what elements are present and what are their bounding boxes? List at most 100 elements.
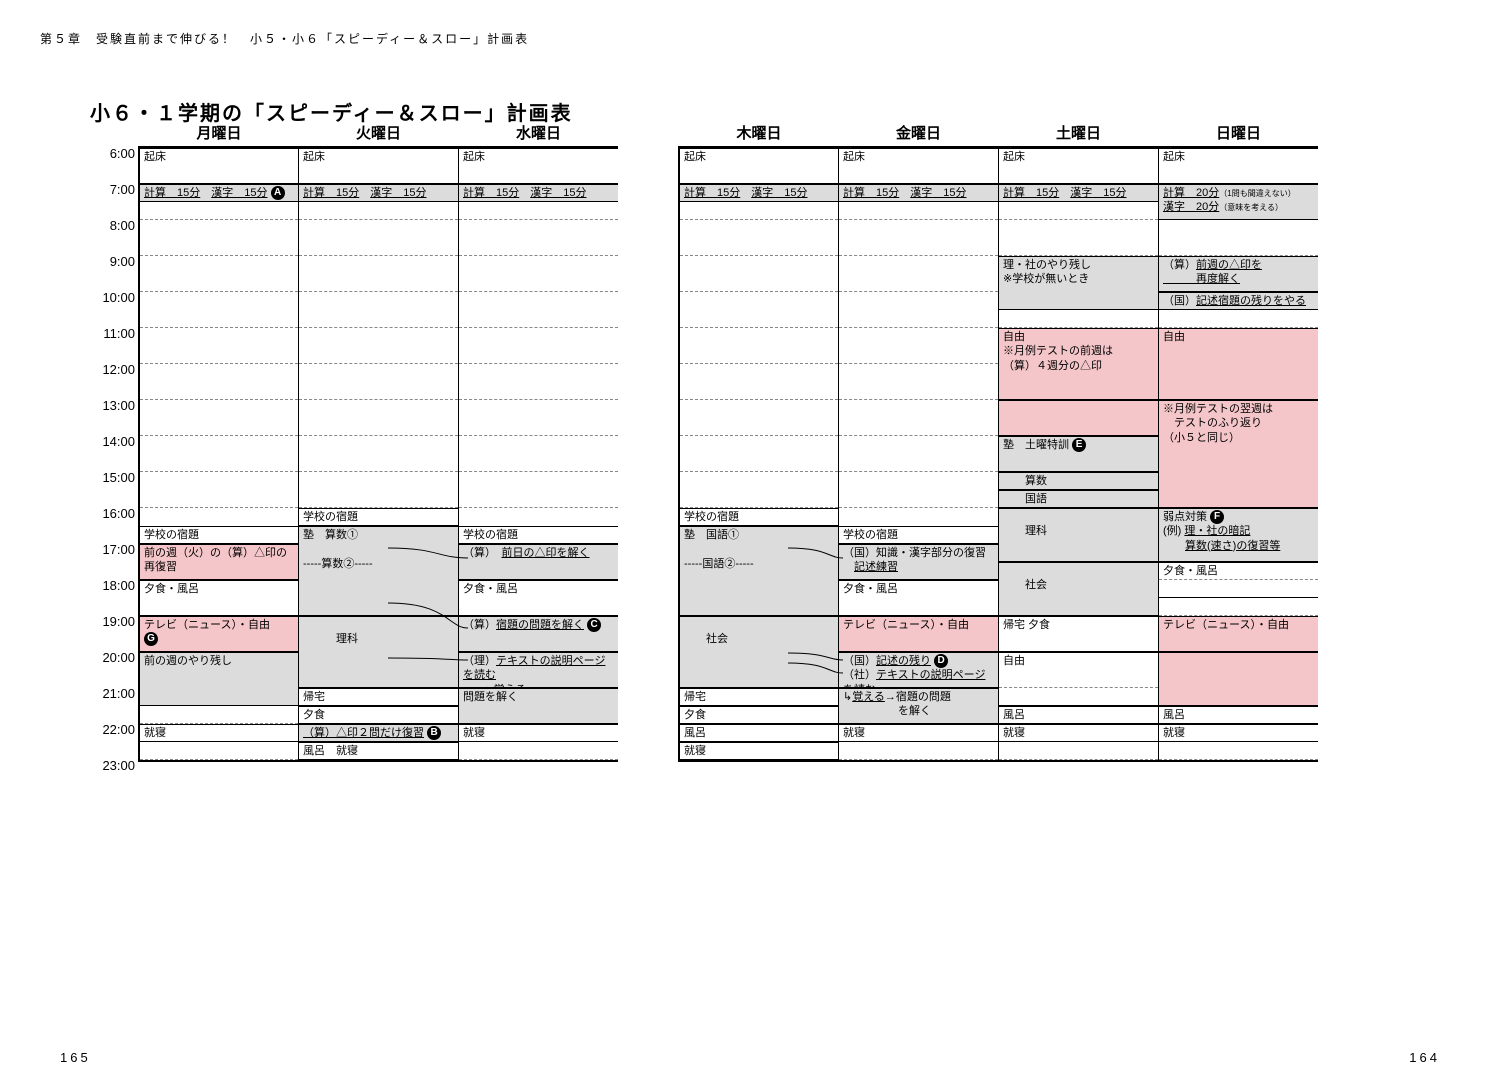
time-label: 14:00 [90, 434, 135, 470]
left-page: 6:007:008:009:0010:0011:0012:0013:0014:0… [138, 146, 618, 762]
schedule-cell: （国）知識・漢字部分の復習 記述練習 [839, 544, 998, 580]
time-label: 13:00 [90, 398, 135, 434]
schedule-cell: 計算 15分 漢字 15分 [299, 184, 458, 202]
schedule-cell: 就寝 [140, 724, 298, 742]
schedule-cell: 風呂 就寝 [299, 742, 458, 760]
time-label: 15:00 [90, 470, 135, 506]
time-label: 21:00 [90, 686, 135, 722]
schedule-cell: 国語 [999, 490, 1158, 508]
day-header: 金曜日 [839, 122, 998, 146]
time-label: 11:00 [90, 326, 135, 362]
schedule-cell: 塾 土曜特訓 E [999, 436, 1158, 472]
schedule-cell: 学校の宿題 [299, 508, 458, 526]
schedule-cell: 計算 15分 漢字 15分 [459, 184, 618, 202]
schedule-cell: 学校の宿題 [839, 526, 998, 544]
schedule-cell: 夕食・風呂 [459, 580, 618, 616]
schedule-cell: 帰宅 [299, 688, 458, 706]
schedule-cell [1159, 652, 1318, 706]
schedule-cell: 起床 [140, 148, 298, 184]
chapter-header: 第５章 受験直前まで伸びる！ 小５・小６「スピーディー＆スロー」計画表 [40, 30, 1460, 47]
schedule-cell: 夕食 [299, 706, 458, 724]
schedule-cell: 塾 国語①-----国語②----- [680, 526, 838, 616]
day-header: 土曜日 [999, 122, 1158, 146]
schedule-cell [999, 400, 1158, 436]
schedule-cell: 夕食・風呂 [1159, 562, 1318, 598]
time-label: 23:00 [90, 758, 135, 794]
schedule-cell: 夕食・風呂 [839, 580, 998, 616]
schedule-cell: 学校の宿題 [680, 508, 838, 526]
page-number-right: 164 [1409, 1050, 1440, 1065]
schedule-cell: 夕食・風呂 [140, 580, 298, 616]
time-label: 18:00 [90, 578, 135, 614]
schedule-cell: テレビ（ニュース）・自由 [1159, 616, 1318, 652]
schedule-cell: 起床 [459, 148, 618, 184]
schedule-cell: 起床 [680, 148, 838, 184]
schedule-cell: 風呂 [680, 724, 838, 742]
time-axis: 6:007:008:009:0010:0011:0012:0013:0014:0… [90, 146, 135, 794]
time-label: 7:00 [90, 182, 135, 218]
schedule-cell: ※月例テストの翌週は テストのふり返り（小５と同じ） [1159, 400, 1318, 508]
schedule-cell: 計算 20分（1問も間違えない）漢字 20分（意味を考える） [1159, 184, 1318, 220]
time-label: 8:00 [90, 218, 135, 254]
schedule-spread: 6:007:008:009:0010:0011:0012:0013:0014:0… [90, 146, 1460, 762]
day-column: 火曜日起床計算 15分 漢字 15分学校の宿題塾 算数①-----算数②----… [298, 148, 458, 760]
time-label: 9:00 [90, 254, 135, 290]
schedule-cell: 夕食 [680, 706, 838, 724]
day-column: 水曜日起床計算 15分 漢字 15分学校の宿題（算） 前日の△印を解く夕食・風呂… [458, 148, 618, 760]
schedule-cell: （理）テキストの説明ページを読む ↓ 覚える [459, 652, 618, 688]
schedule-cell: （国）記述の残り D（社）テキストの説明ページを読む [839, 652, 998, 688]
grid-right: 木曜日起床計算 15分 漢字 15分学校の宿題塾 国語①-----国語②----… [678, 146, 1318, 762]
schedule-cell: （算）前週の△印を 再度解く [1159, 256, 1318, 292]
schedule-cell: 起床 [299, 148, 458, 184]
time-label: 12:00 [90, 362, 135, 398]
schedule-cell: 帰宅 夕食 [999, 616, 1158, 652]
schedule-cell: 社会 [680, 616, 838, 688]
time-label: 19:00 [90, 614, 135, 650]
day-column: 金曜日起床計算 15分 漢字 15分学校の宿題（国）知識・漢字部分の復習 記述練… [838, 148, 998, 760]
schedule-cell: テレビ（ニュース）・自由 G [140, 616, 298, 652]
schedule-cell: 弱点対策 F(例) 理・社の暗記 算数(速さ)の復習等 [1159, 508, 1318, 562]
time-label: 10:00 [90, 290, 135, 326]
schedule-cell: 問題を解く [459, 688, 618, 724]
schedule-cell: 就寝 [680, 742, 838, 760]
schedule-cell: 理・社のやり残し※学校が無いとき [999, 256, 1158, 310]
right-page: 木曜日起床計算 15分 漢字 15分学校の宿題塾 国語①-----国語②----… [678, 146, 1318, 762]
schedule-cell: （算）宿題の問題を解く C [459, 616, 618, 652]
day-column: 日曜日起床計算 20分（1問も間違えない）漢字 20分（意味を考える）（算）前週… [1158, 148, 1318, 760]
time-label: 20:00 [90, 650, 135, 686]
schedule-cell: 自由 [1159, 328, 1318, 400]
day-header: 火曜日 [299, 122, 458, 146]
schedule-cell: 塾 算数①-----算数②----- [299, 526, 458, 616]
schedule-cell: ↳覚える→宿題の問題 を解く [839, 688, 998, 724]
schedule-cell: 算数 [999, 472, 1158, 490]
schedule-cell: 学校の宿題 [140, 526, 298, 544]
day-header: 木曜日 [680, 122, 838, 146]
schedule-cell: 前の週（火）の（算）△印の再復習 [140, 544, 298, 580]
schedule-cell: 前の週のやり残し [140, 652, 298, 706]
schedule-cell: テレビ（ニュース）・自由 [839, 616, 998, 652]
schedule-cell: 就寝 [839, 724, 998, 742]
time-label: 22:00 [90, 722, 135, 758]
schedule-cell: 帰宅 [680, 688, 838, 706]
schedule-cell: 風呂 [1159, 706, 1318, 724]
schedule-cell: 起床 [1159, 148, 1318, 184]
time-label: 16:00 [90, 506, 135, 542]
schedule-cell: 計算 15分 漢字 15分 [839, 184, 998, 202]
schedule-cell: 自由 [999, 652, 1158, 706]
schedule-cell: （算） 前日の△印を解く [459, 544, 618, 580]
day-column: 月曜日起床計算 15分 漢字 15分 A学校の宿題前の週（火）の（算）△印の再復… [138, 148, 298, 760]
time-label: 6:00 [90, 146, 135, 182]
schedule-cell: 計算 15分 漢字 15分 [999, 184, 1158, 202]
schedule-cell: 自由※月例テストの前週は（算）４週分の△印 [999, 328, 1158, 400]
schedule-cell: 風呂 [999, 706, 1158, 724]
schedule-cell: 就寝 [999, 724, 1158, 742]
schedule-cell: 就寝 [459, 724, 618, 742]
page-number-left: 165 [60, 1050, 91, 1065]
day-header: 日曜日 [1159, 122, 1318, 146]
schedule-cell: 学校の宿題 [459, 526, 618, 544]
day-column: 土曜日起床計算 15分 漢字 15分理・社のやり残し※学校が無いとき自由※月例テ… [998, 148, 1158, 760]
schedule-cell: （算）△印２問だけ復習 B [299, 724, 458, 742]
time-label: 17:00 [90, 542, 135, 578]
schedule-cell: 起床 [839, 148, 998, 184]
grid-left: 月曜日起床計算 15分 漢字 15分 A学校の宿題前の週（火）の（算）△印の再復… [138, 146, 618, 762]
